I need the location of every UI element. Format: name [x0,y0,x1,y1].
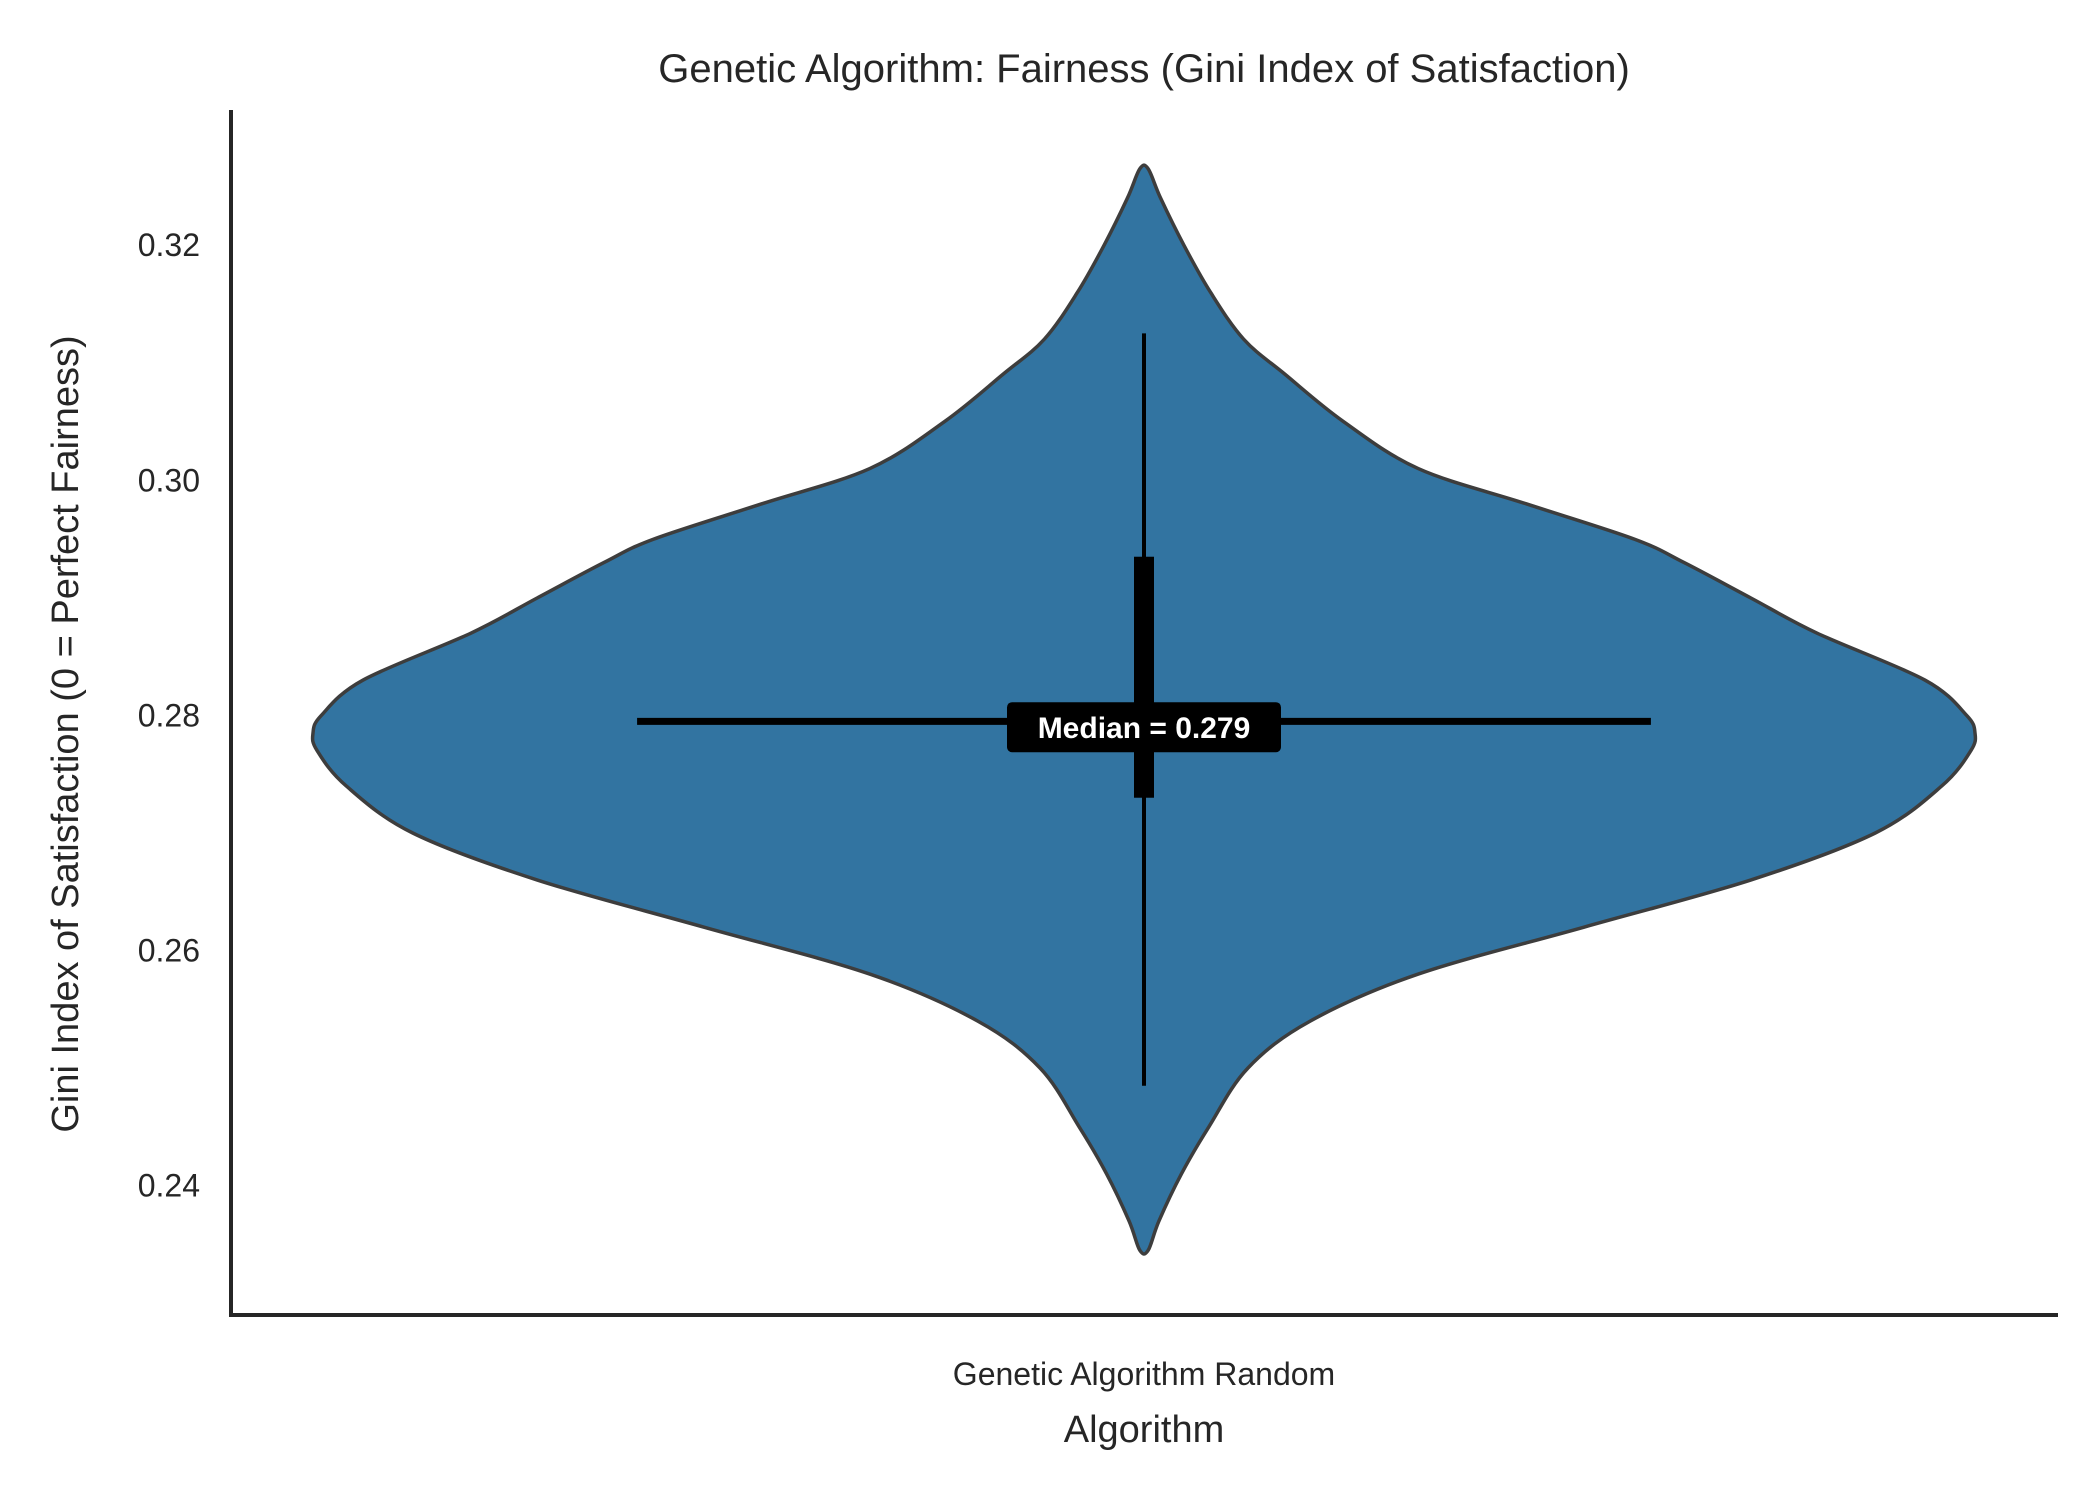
violin-iqr-box [1134,556,1154,798]
median-annotation: Median = 0.279 [1038,712,1251,745]
y-tick-label: 0.26 [138,933,200,969]
y-tick-labels: 0.24 0.26 0.28 0.30 0.32 [138,227,200,1203]
median-annotation-box [1007,702,1281,753]
y-tick-label: 0.30 [138,462,200,498]
y-tick-label: 0.24 [138,1168,200,1204]
x-tick-label: Genetic Algorithm Random [953,1356,1335,1392]
y-tick-label: 0.32 [138,227,200,263]
y-tick-label: 0.28 [138,697,200,733]
chart-title: Genetic Algorithm: Fairness (Gini Index … [658,47,1630,91]
y-axis-label: Gini Index of Satisfaction (0 = Perfect … [45,335,87,1132]
x-axis-label: Algorithm [1064,1409,1225,1451]
